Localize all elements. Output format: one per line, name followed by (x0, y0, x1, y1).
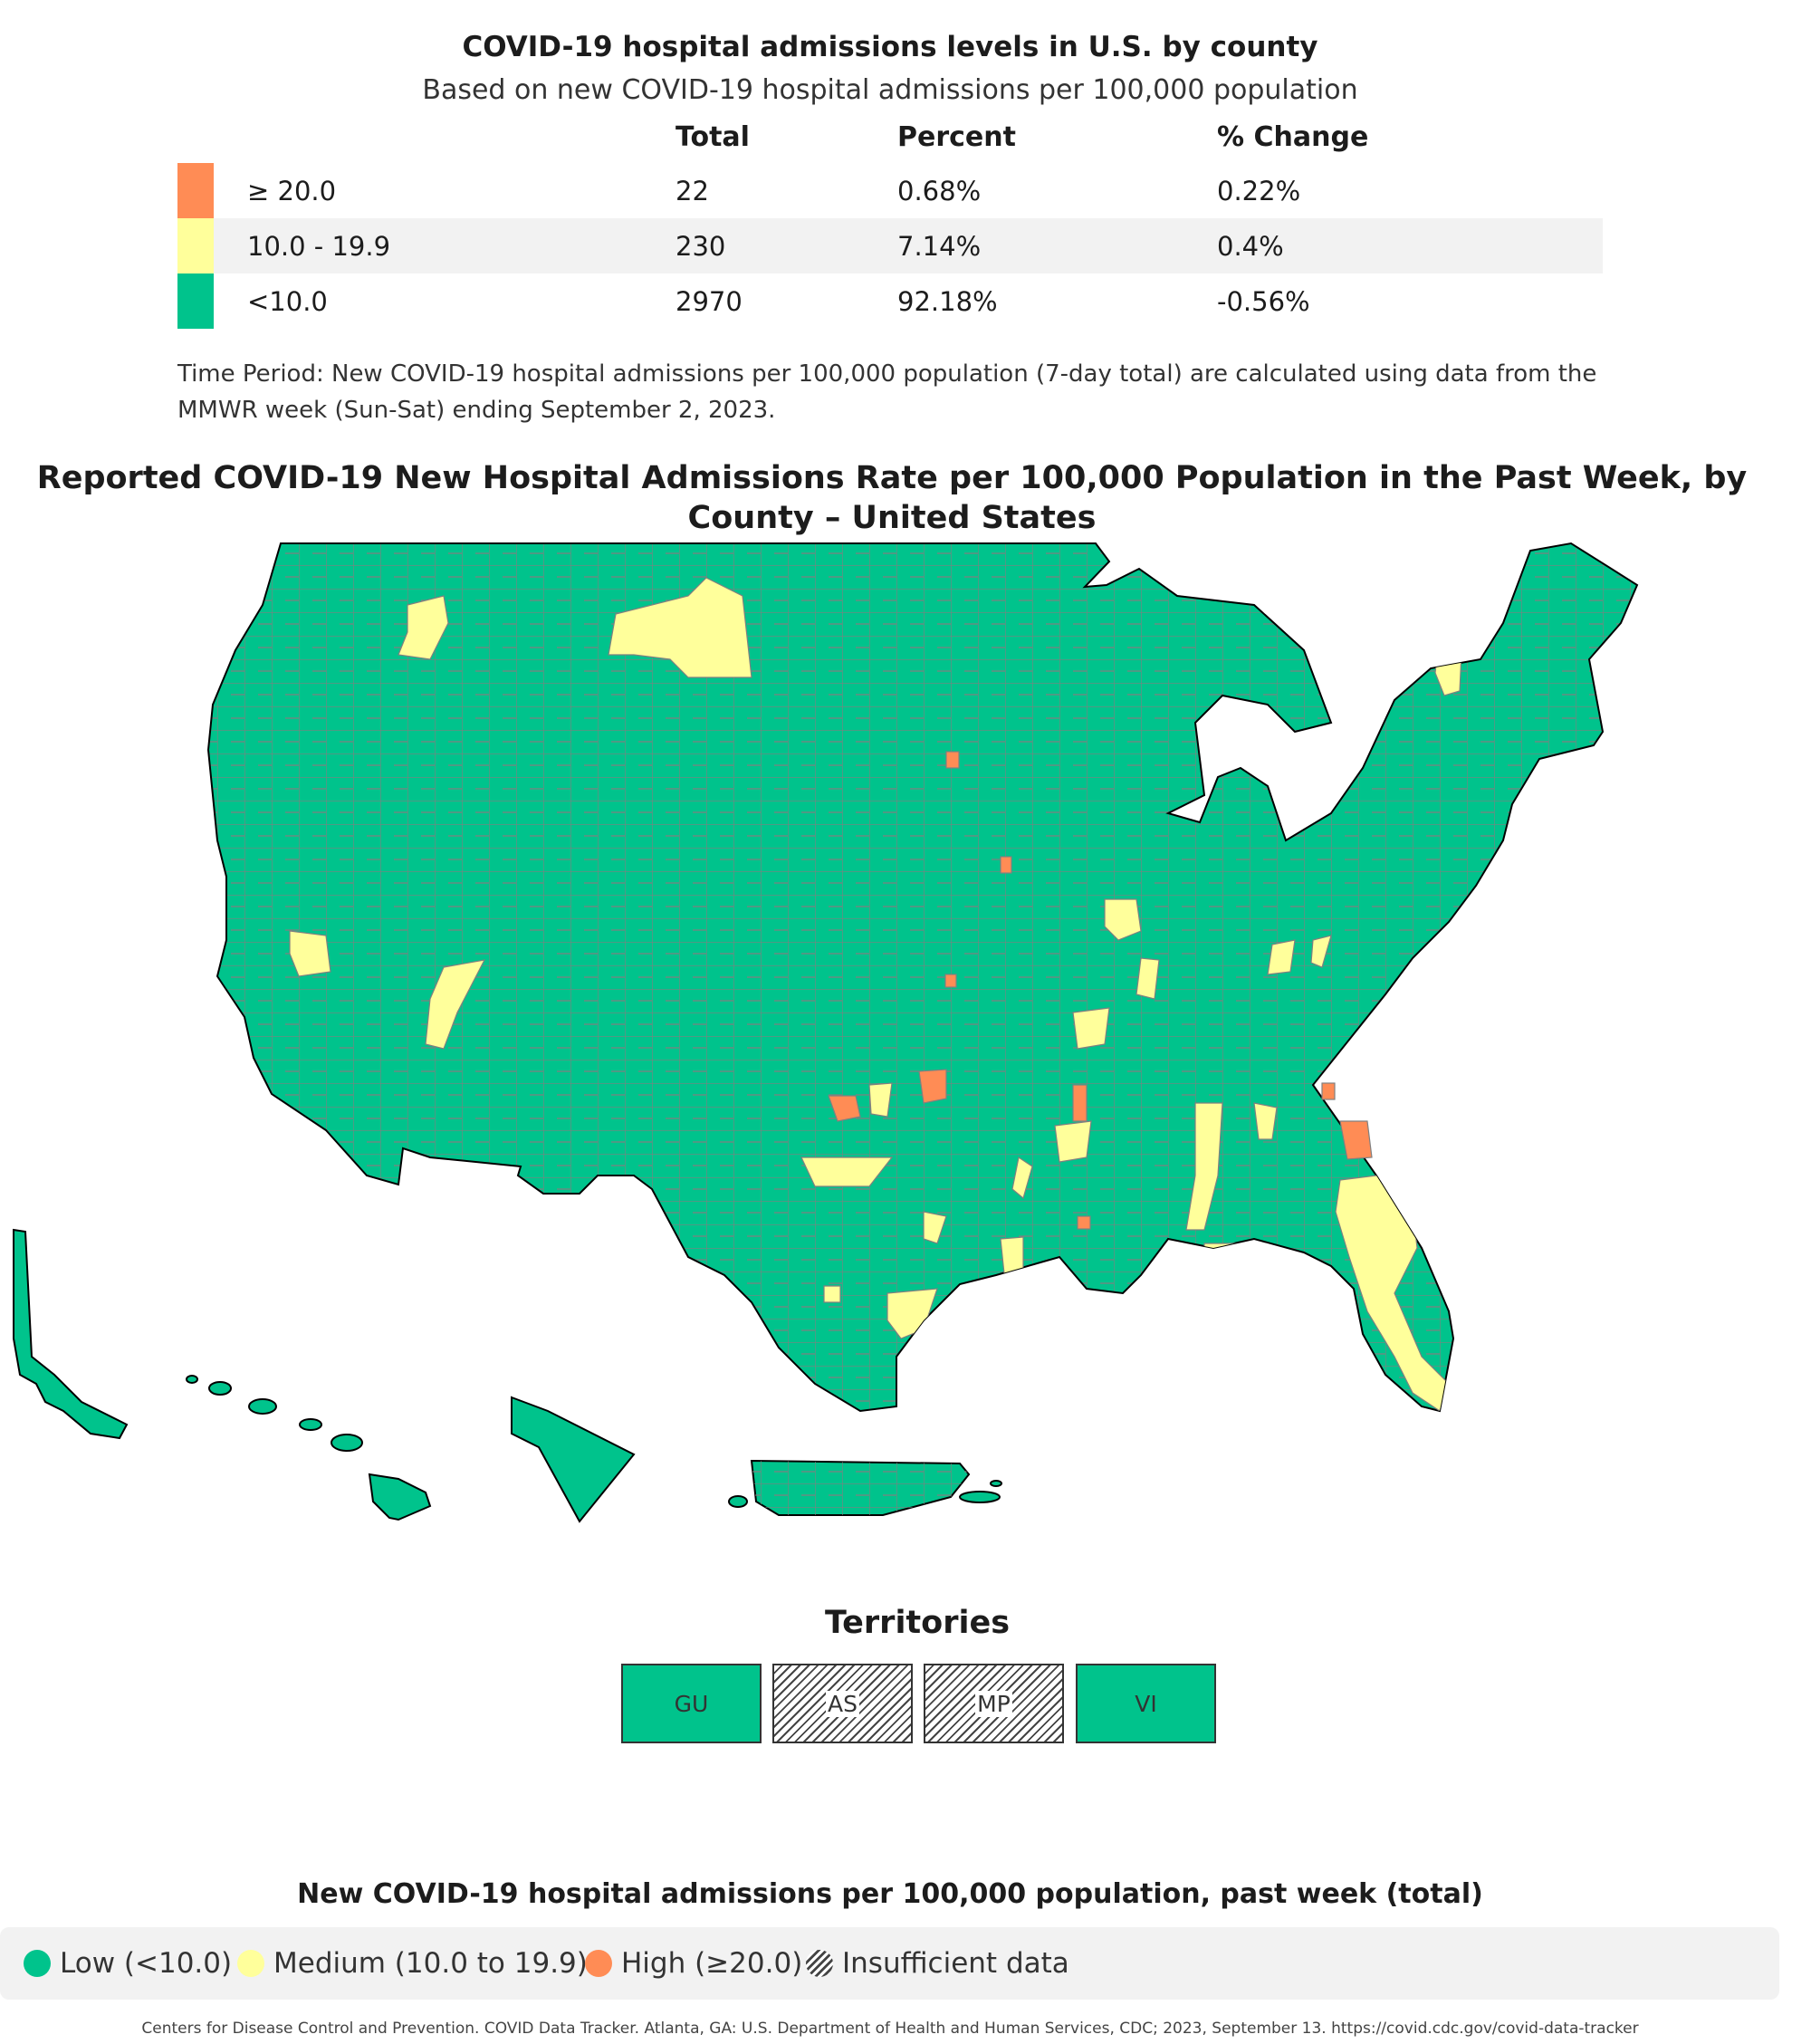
territory-label: VI (1135, 1690, 1157, 1717)
levels-table-header: Total Percent % Change (177, 118, 1603, 163)
county-choropleth-map[interactable] (0, 542, 1675, 1556)
legend-label: High (≥20.0) (621, 1947, 803, 1980)
header-change: % Change (1217, 121, 1369, 153)
territory-vi[interactable]: VI (1076, 1664, 1216, 1743)
territories-title: Territories (824, 1605, 1011, 1641)
legend-title: New COVID-19 hospital admissions per 100… (297, 1878, 1483, 1910)
row-label: ≥ 20.0 (247, 176, 337, 206)
low-dot-icon (24, 1950, 51, 1977)
hawaii (186, 1375, 432, 1521)
territory-label: MP (975, 1690, 1012, 1717)
high-dot-icon (585, 1950, 612, 1977)
row-change: 0.22% (1217, 176, 1301, 206)
territory-mp[interactable]: MP (924, 1664, 1064, 1743)
time-period-note: Time Period: New COVID-19 hospital admis… (177, 360, 1597, 424)
row-total: 22 (676, 176, 709, 206)
medium-swatch (177, 218, 214, 273)
legend-item-insufficient: Insufficient data (806, 1947, 1069, 1980)
low-swatch (177, 273, 214, 329)
header-percent: Percent (897, 121, 1016, 153)
header-total: Total (676, 121, 750, 153)
row-label: <10.0 (247, 286, 328, 317)
summary-title: COVID-19 hospital admissions levels in U… (462, 31, 1318, 63)
legend-label: Insufficient data (842, 1947, 1069, 1980)
row-change: 0.4% (1217, 231, 1284, 262)
legend-label: Low (<10.0) (60, 1947, 233, 1980)
legend-item-medium: Medium (10.0 to 19.9) (237, 1947, 588, 1980)
territory-as[interactable]: AS (772, 1664, 913, 1743)
territory-label: AS (826, 1690, 859, 1717)
row-percent: 92.18% (897, 286, 998, 317)
legend-label: Medium (10.0 to 19.9) (273, 1947, 588, 1980)
medium-counties (289, 577, 1463, 1411)
high-swatch (177, 163, 214, 218)
puerto-rico (728, 1459, 1002, 1516)
alaska (13, 1228, 129, 1440)
contiguous-us (207, 542, 1638, 1412)
territory-label: GU (674, 1690, 709, 1717)
row-percent: 7.14% (897, 231, 982, 262)
hatch-dot-icon (806, 1950, 833, 1977)
legend-item-high: High (≥20.0) (585, 1947, 802, 1980)
table-row-medium: 10.0 - 19.9 230 7.14% 0.4% (177, 218, 1603, 273)
high-counties (828, 751, 1373, 1230)
row-total: 2970 (676, 286, 743, 317)
legend: Low (<10.0) Medium (10.0 to 19.9) High (… (0, 1927, 1779, 2000)
row-percent: 0.68% (897, 176, 982, 206)
citation: Centers for Disease Control and Preventi… (141, 2020, 1639, 2038)
map-title: Reported COVID-19 New Hospital Admission… (36, 460, 1748, 536)
row-label: 10.0 - 19.9 (247, 231, 391, 262)
row-total: 230 (676, 231, 726, 262)
territory-gu[interactable]: GU (621, 1664, 762, 1743)
table-row-low: <10.0 2970 92.18% -0.56% (177, 273, 1603, 329)
table-row-high: ≥ 20.0 22 0.68% 0.22% (177, 163, 1603, 218)
legend-item-low: Low (<10.0) (24, 1947, 232, 1980)
medium-dot-icon (237, 1950, 264, 1977)
pacific-region (511, 1396, 636, 1523)
levels-table: Total Percent % Change ≥ 20.0 22 0.68% 0… (177, 118, 1603, 329)
row-change: -0.56% (1217, 286, 1310, 317)
summary-subtitle: Based on new COVID-19 hospital admission… (422, 74, 1358, 106)
